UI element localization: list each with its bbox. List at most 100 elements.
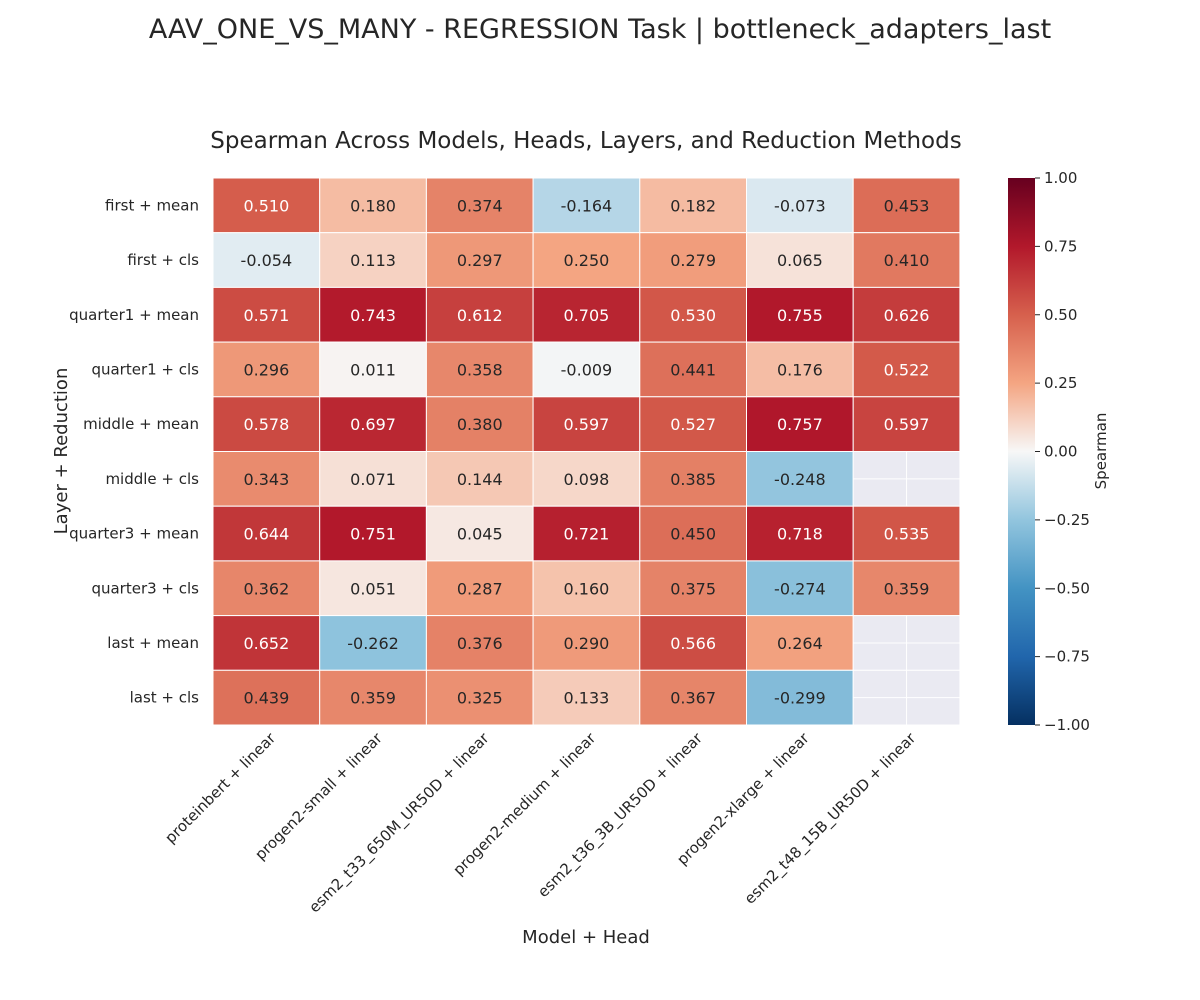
heatmap-cell: 0.439 [212, 669, 321, 726]
heatmap-cell: 0.180 [319, 177, 427, 234]
cell-value-label: 0.721 [564, 525, 610, 544]
cell-value-label: 0.359 [350, 689, 396, 708]
heatmap-cell: 0.071 [319, 451, 427, 507]
heatmap-cell: 0.522 [852, 341, 961, 398]
colorbar: 1.00 0.75 0.50 0.25 0.00 −0.25 −0.50 −0.75 −1.00… [1008, 169, 1110, 734]
cell-value-label: 0.296 [243, 360, 289, 379]
heatmap-cell: 0.510 [212, 177, 321, 234]
cell-value-label: 0.160 [564, 579, 610, 598]
cell-value-label: -0.054 [241, 251, 293, 270]
cell-value-label: 0.597 [564, 415, 610, 434]
heatmap-cell: 0.367 [639, 669, 747, 726]
heatmap-cell: 0.721 [532, 505, 641, 562]
cell-value-label: 0.751 [350, 525, 396, 544]
heatmap-cell: 0.380 [425, 396, 534, 452]
heatmap-cell: 0.757 [746, 396, 854, 452]
cell-value-label: 0.290 [564, 634, 610, 653]
cell-value-label: 0.297 [457, 251, 503, 270]
heatmap-cell: 0.051 [319, 560, 427, 617]
heatmap-cell: 0.045 [425, 505, 534, 562]
cell-value-label: 0.376 [457, 634, 503, 653]
chart-title: Spearman Across Models, Heads, Layers, a… [210, 128, 961, 154]
heatmap-cell: 0.296 [212, 341, 321, 398]
cell-value-label: 0.578 [243, 415, 289, 434]
cell-value-label: 0.626 [884, 306, 930, 325]
heatmap-cell: 0.133 [532, 669, 641, 726]
cell-value-label: 0.182 [670, 196, 716, 215]
cell-value-label: 0.374 [457, 196, 503, 215]
heatmap-cell: 0.597 [532, 396, 641, 452]
heatmap-cell: 0.287 [425, 560, 534, 617]
heatmap-cell: 0.325 [425, 669, 534, 726]
cell-value-label: 0.051 [350, 579, 396, 598]
cell-value-label: 0.718 [777, 525, 823, 544]
heatmap-cell: 0.597 [852, 396, 961, 452]
heatmap-cell: 0.385 [639, 451, 747, 507]
heatmap-cell: -0.073 [746, 177, 854, 234]
cell-value-label: -0.262 [347, 634, 399, 653]
cell-value-label: 0.358 [457, 360, 503, 379]
heatmap-cell: 0.705 [532, 286, 641, 343]
heatmap-cells: 0.510 0.180 0.374 -0.164 0.182 -0.073 0.453 -0.… [212, 177, 961, 726]
cell-value-label: 0.287 [457, 579, 503, 598]
cell-value-label: 0.011 [350, 360, 396, 379]
cell-value-label: 0.571 [243, 306, 289, 325]
heatmap-cell: 0.264 [746, 615, 854, 671]
cell-value-label: 0.612 [457, 306, 503, 325]
heatmap-cell: 0.578 [212, 396, 321, 452]
cell-value-label: 0.755 [777, 306, 823, 325]
cell-value-label: 0.527 [670, 415, 716, 434]
heatmap-cell: 0.612 [425, 286, 534, 343]
heatmap-cell: 0.527 [639, 396, 747, 452]
heatmap-cell: 0.113 [319, 232, 427, 288]
heatmap-cell: 0.343 [212, 451, 321, 507]
heatmap-cell: 0.359 [319, 669, 427, 726]
cell-value-label: 0.176 [777, 360, 823, 379]
cell-value-label: 0.325 [457, 689, 503, 708]
heatmap-cell: -0.054 [212, 232, 321, 288]
cell-value-label: 0.535 [884, 525, 930, 544]
heatmap-cell: 0.098 [532, 451, 641, 507]
heatmap-cell: 0.297 [425, 232, 534, 288]
colorbar-tick-label: −0.75 [1044, 648, 1090, 666]
heatmap-cell: 0.751 [319, 505, 427, 562]
heatmap-cell: -0.299 [746, 669, 854, 726]
y-tick-label: quarter3 + mean [69, 525, 199, 543]
heatmap-cell: 0.718 [746, 505, 854, 562]
heatmap-cell: 0.697 [319, 396, 427, 452]
cell-value-label: 0.652 [243, 634, 289, 653]
cell-value-label: -0.274 [774, 579, 826, 598]
cell-value-label: 0.279 [670, 251, 716, 270]
cell-value-label: 0.697 [350, 415, 396, 434]
y-tick-label: middle + cls [105, 470, 199, 488]
cell-value-label: 0.385 [670, 470, 716, 489]
cell-value-label: 0.375 [670, 579, 716, 598]
y-tick-label: last + cls [130, 689, 200, 707]
colorbar-gradient [1008, 178, 1035, 725]
cell-value-label: -0.248 [774, 470, 826, 489]
heatmap-cell: 0.453 [852, 177, 961, 234]
cell-value-label: 0.359 [884, 579, 930, 598]
colorbar-tick-label: 0.50 [1044, 306, 1077, 324]
cell-value-label: 0.597 [884, 415, 930, 434]
heatmap-cell: 0.182 [639, 177, 747, 234]
colorbar-tick-label: 0.25 [1044, 374, 1077, 392]
cell-value-label: 0.530 [670, 306, 716, 325]
cell-value-label: 0.757 [777, 415, 823, 434]
colorbar-tick-label: 0.00 [1044, 443, 1077, 461]
cell-value-label: 0.264 [777, 634, 823, 653]
cell-value-label: 0.367 [670, 689, 716, 708]
cell-value-label: 0.510 [243, 196, 289, 215]
heatmap-cell: 0.410 [852, 232, 961, 288]
heatmap-cell: 0.566 [639, 615, 747, 671]
colorbar-label: Spearman [1092, 413, 1110, 490]
heatmap-cell: 0.535 [852, 505, 961, 562]
cell-value-label: 0.098 [564, 470, 610, 489]
heatmap-cell: 0.530 [639, 286, 747, 343]
colorbar-tick-label: 0.75 [1044, 237, 1077, 255]
colorbar-tick-label: −1.00 [1044, 716, 1090, 734]
heatmap-cell: -0.009 [532, 341, 641, 398]
y-tick-label: last + mean [107, 634, 199, 652]
y-tick-label: quarter3 + cls [91, 579, 199, 597]
heatmap-cell: 0.375 [639, 560, 747, 617]
